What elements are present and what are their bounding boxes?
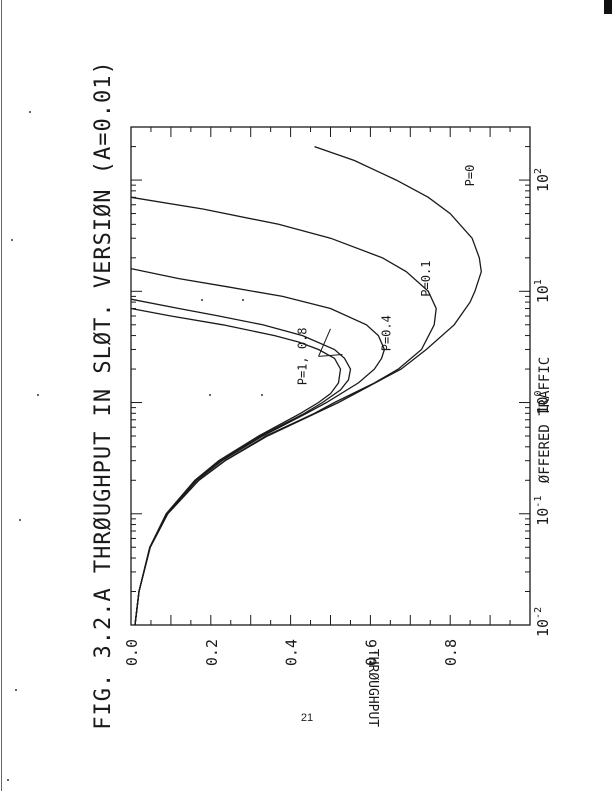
scan-mark: [604, 0, 612, 14]
scan-speck: [6, 778, 10, 782]
scan-speck: [36, 393, 40, 397]
y-axis-label: THRØUGHPUT: [365, 649, 380, 727]
y-tick-label: 0.0: [123, 639, 141, 666]
curve-label: P=0.4: [379, 315, 393, 351]
x-tick-label: 10-2: [533, 607, 552, 637]
chart-title: FIG. 3.2.A THRØUGHPUT IN SLØT. VERSIØN (…: [91, 60, 116, 730]
curve-label: P=0.1: [419, 261, 433, 297]
scan-speck: [260, 393, 264, 397]
x-axis-label: ØFFERED TRAFFIC: [537, 357, 553, 483]
x-tick-label: 10-1: [533, 496, 552, 526]
leader-line: [318, 328, 331, 357]
curve-p-1: [130, 307, 342, 626]
x-tick-label: 100: [533, 390, 552, 414]
y-tick-label: 0.2: [203, 639, 221, 666]
scan-speck: [28, 110, 32, 114]
curve-p-0-1: [130, 196, 437, 626]
page-number: 21: [300, 712, 314, 724]
scan-speck: [200, 298, 204, 302]
scan-speck: [241, 298, 245, 302]
leader-line: [318, 354, 343, 357]
y-tick-label: 0.8: [442, 639, 460, 666]
curve-label: P=0: [463, 165, 477, 187]
scan-speck: [10, 238, 14, 242]
curve-p-0-4: [130, 267, 386, 626]
scan-speck: [208, 393, 212, 397]
x-tick-label: 101: [533, 279, 552, 303]
plot-frame: [130, 126, 531, 626]
x-tick-label: 102: [533, 168, 552, 192]
curve-label: P=1, 0.8: [296, 327, 310, 385]
curve-p-0-8: [130, 298, 352, 626]
y-tick-label: 0.6: [362, 639, 380, 666]
scan-speck: [18, 518, 22, 522]
scan-speck: [14, 688, 18, 692]
y-tick-label: 0.4: [283, 639, 301, 666]
